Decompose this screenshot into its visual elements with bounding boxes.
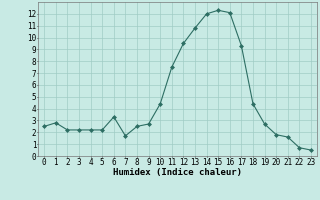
X-axis label: Humidex (Indice chaleur): Humidex (Indice chaleur)	[113, 168, 242, 177]
